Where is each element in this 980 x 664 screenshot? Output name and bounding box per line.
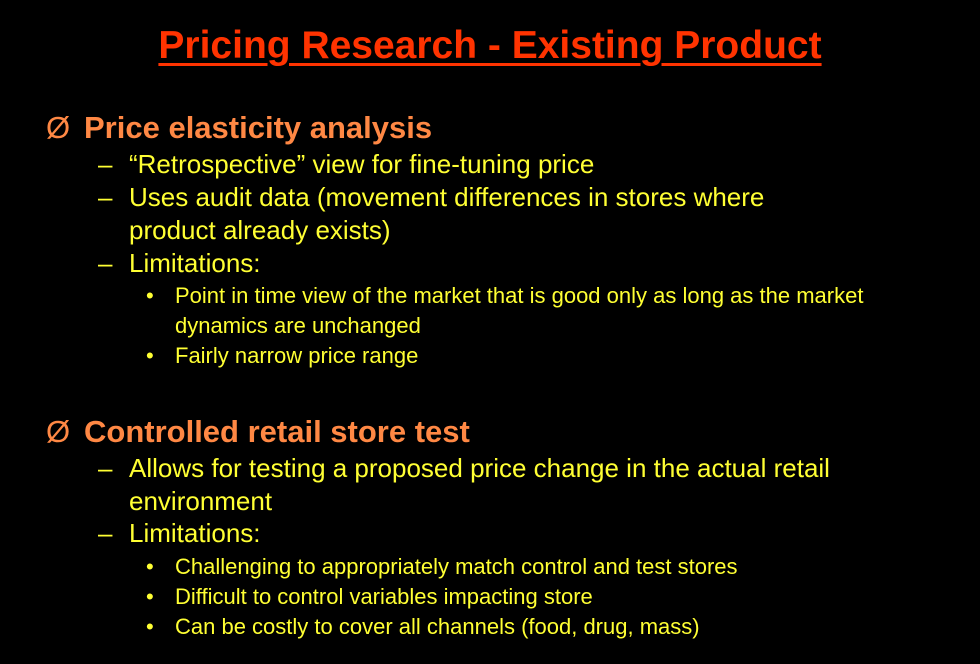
sub-list-item-text: Challenging to appropriately match contr…	[175, 554, 738, 579]
list-item: – Limitations:	[98, 247, 889, 280]
dash-bullet-icon: –	[98, 518, 113, 548]
list-item: – Limitations:	[98, 517, 889, 550]
sub-list-item-text: Can be costly to cover all channels (foo…	[175, 614, 700, 639]
list-item: – Uses audit data (movement differences …	[98, 181, 849, 246]
dash-bullet-icon: –	[98, 182, 113, 212]
sub-list-item: • Challenging to appropriately match con…	[146, 552, 915, 582]
sub-list-item: • Point in time view of the market that …	[146, 281, 915, 341]
section-heading-price-elasticity: Ø Price elasticity analysis	[46, 109, 432, 147]
list-item: – Allows for testing a proposed price ch…	[98, 452, 919, 517]
dash-bullet-icon: –	[98, 453, 113, 483]
list-item-text: Uses audit data (movement differences in…	[129, 182, 765, 245]
dash-bullet-icon: –	[98, 248, 113, 278]
dot-bullet-icon: •	[146, 283, 154, 308]
list-item-text: Allows for testing a proposed price chan…	[129, 453, 830, 516]
sub-list-item-text: Point in time view of the market that is…	[175, 283, 864, 338]
list-item-text: Limitations:	[129, 518, 261, 548]
list-item-text: Limitations:	[129, 248, 261, 278]
sub-list-item: • Difficult to control variables impacti…	[146, 582, 915, 612]
list-item: – “Retrospective” view for fine-tuning p…	[98, 148, 889, 181]
dot-bullet-icon: •	[146, 343, 154, 368]
sub-list-item: • Can be costly to cover all channels (f…	[146, 612, 915, 642]
section-heading-controlled-retail: Ø Controlled retail store test	[46, 413, 470, 451]
sub-list-item-text: Difficult to control variables impacting…	[175, 584, 593, 609]
section-heading-label: Controlled retail store test	[84, 414, 470, 449]
dot-bullet-icon: •	[146, 584, 154, 609]
dash-bullet-icon: –	[98, 149, 113, 179]
dot-bullet-icon: •	[146, 614, 154, 639]
arrow-bullet-icon: Ø	[46, 110, 71, 145]
sub-list-item-text: Fairly narrow price range	[175, 343, 419, 368]
slide-title: Pricing Research - Existing Product	[158, 24, 822, 67]
arrow-bullet-icon: Ø	[46, 414, 71, 449]
dot-bullet-icon: •	[146, 554, 154, 579]
list-item-text: “Retrospective” view for fine-tuning pri…	[129, 149, 595, 179]
sub-list-item: • Fairly narrow price range	[146, 341, 915, 371]
section-heading-label: Price elasticity analysis	[84, 110, 433, 145]
